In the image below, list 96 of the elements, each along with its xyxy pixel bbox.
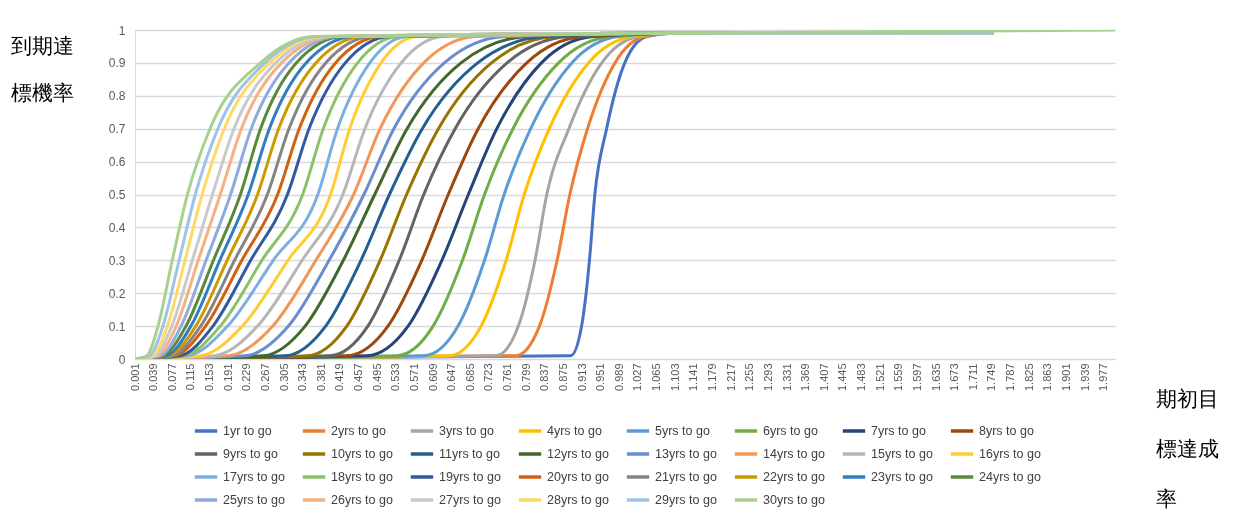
- y-axis-title: 到期達標機率: [10, 33, 74, 104]
- x-tick-label: 1.369: [799, 363, 812, 392]
- legend-label: 9yrs to go: [223, 447, 278, 461]
- x-tick-label: 1.635: [929, 363, 942, 392]
- legend-label: 14yrs to go: [763, 447, 825, 461]
- x-tick-label: 0.115: [184, 363, 197, 391]
- x-tick-label: 0.267: [258, 363, 271, 392]
- x-tick-label: 1.255: [743, 363, 756, 392]
- x-tick-label: 0.305: [277, 363, 290, 392]
- x-tick-label: 0.951: [594, 363, 607, 392]
- x-tick-label: 1.065: [650, 363, 663, 392]
- x-tick-label: 0.723: [482, 363, 495, 392]
- legend-label: 4yrs to go: [547, 424, 602, 438]
- x-tick-label: 0.077: [165, 363, 178, 392]
- legend-label: 20yrs to go: [547, 470, 609, 484]
- legend-label: 11yrs to go: [439, 447, 500, 461]
- x-tick-label: 0.875: [556, 363, 569, 392]
- x-tick-label: 1.825: [1022, 363, 1035, 392]
- x-tick-label: 1.749: [985, 363, 998, 392]
- x-tick-label: 0.495: [370, 363, 383, 392]
- legend-label: 16yrs to go: [979, 447, 1041, 461]
- y-tick-label: 0.5: [108, 188, 126, 202]
- legend-label: 6yrs to go: [763, 424, 818, 438]
- legend-label: 26yrs to go: [331, 493, 393, 507]
- y-tick-label: 0.2: [108, 286, 126, 301]
- legend-label: 19yrs to go: [439, 470, 501, 484]
- x-tick-label: 0.609: [426, 363, 439, 392]
- x-tick-label: 1.711: [966, 363, 979, 391]
- legend-label: 24yrs to go: [979, 470, 1041, 484]
- legend-label: 10yrs to go: [331, 447, 393, 461]
- x-tick-label: 1.141: [687, 363, 700, 392]
- x-tick-label: 1.027: [631, 363, 644, 392]
- legend-label: 21yrs to go: [655, 470, 717, 484]
- x-tick-label: 1.445: [836, 363, 849, 392]
- x-tick-label: 0.913: [575, 363, 588, 392]
- legend-label: 28yrs to go: [547, 493, 609, 507]
- x-tick-label: 1.901: [1059, 363, 1072, 392]
- legend-label: 13yrs to go: [655, 447, 717, 461]
- x-tick-label: 0.381: [314, 363, 327, 392]
- x-tick-label: 0.533: [389, 363, 402, 392]
- legend-label: 29yrs to go: [655, 493, 717, 507]
- x-tick-label: 0.685: [463, 363, 476, 392]
- y-tick-label: 1: [118, 23, 126, 38]
- x-tick-label: 0.001: [128, 363, 141, 392]
- text: 期初目標達成率: [1155, 386, 1219, 510]
- y-tick-label: 0.8: [108, 89, 126, 104]
- y-tick-label: 0.9: [108, 56, 126, 71]
- x-tick-label: 1.939: [1078, 363, 1091, 392]
- x-tick-label: 0.799: [519, 363, 532, 392]
- y-tick-label: 0.4: [108, 220, 126, 235]
- x-tick-label: 1.521: [873, 363, 886, 392]
- x-tick-label: 1.179: [706, 363, 719, 392]
- legend-label: 25yrs to go: [223, 493, 285, 507]
- y-tick-label: 0: [118, 352, 126, 367]
- x-tick-label: 0.457: [352, 363, 365, 392]
- legend-label: 3yrs to go: [439, 424, 494, 438]
- x-tick-label: 0.419: [333, 363, 346, 392]
- x-tick-label: 0.571: [407, 363, 420, 392]
- x-tick-label: 1.977: [1097, 363, 1110, 392]
- x-tick-label: 0.229: [240, 363, 253, 392]
- legend-label: 18yrs to go: [331, 470, 393, 484]
- x-tick-label: 0.647: [445, 363, 458, 392]
- legend-label: 17yrs to go: [223, 470, 285, 484]
- x-tick-label: 0.761: [501, 363, 514, 392]
- x-tick-label: 1.483: [855, 363, 868, 392]
- y-tick-label: 0.3: [108, 253, 126, 268]
- x-tick-label: 0.989: [612, 363, 625, 392]
- legend-label: 7yrs to go: [871, 424, 926, 438]
- legend-label: 15yrs to go: [871, 447, 933, 461]
- x-tick-label: 1.331: [780, 363, 793, 392]
- x-tick-label: 0.191: [221, 363, 234, 392]
- legend-label: 2yrs to go: [331, 424, 386, 438]
- legend-label: 27yrs to go: [439, 493, 501, 507]
- legend-label: 30yrs to go: [763, 493, 825, 507]
- y-tick-label: 0.1: [108, 319, 126, 334]
- x-tick-label: 1.597: [910, 363, 923, 392]
- x-tick-label: 1.293: [761, 363, 774, 392]
- x-tick-label: 1.863: [1041, 363, 1054, 392]
- y-tick-label: 0.6: [108, 155, 126, 170]
- x-tick-label: 1.673: [948, 363, 961, 392]
- x-tick-label: 0.153: [203, 363, 216, 392]
- x-tick-label: 0.039: [147, 363, 160, 392]
- x-tick-label: 1.103: [668, 363, 681, 392]
- legend-label: 12yrs to go: [547, 447, 609, 461]
- legend-label: 23yrs to go: [871, 470, 933, 484]
- legend-label: 1yr to go: [223, 424, 272, 438]
- x-tick-label: 1.407: [817, 363, 830, 392]
- y-tick-label: 0.7: [108, 122, 126, 137]
- x-tick-label: 1.217: [724, 363, 737, 392]
- legend-label: 5yrs to go: [655, 424, 710, 438]
- legend-label: 8yrs to go: [979, 424, 1034, 438]
- x-tick-label: 1.787: [1004, 363, 1017, 392]
- x-tick-label: 0.343: [296, 363, 309, 392]
- legend-label: 22yrs to go: [763, 470, 825, 484]
- x-tick-label: 0.837: [538, 363, 551, 392]
- x-tick-label: 1.559: [892, 363, 905, 392]
